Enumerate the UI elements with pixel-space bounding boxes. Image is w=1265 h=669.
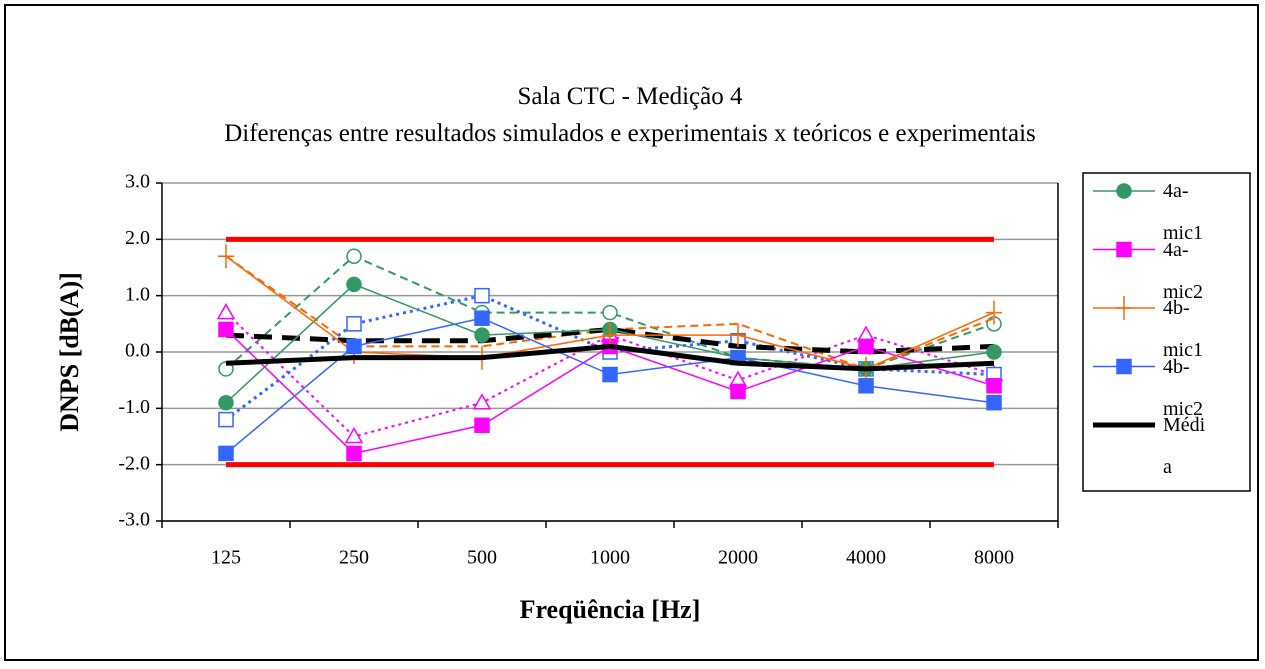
data-point [858,338,874,355]
data-point [602,366,618,383]
data-point [218,445,234,462]
series-line [225,343,995,372]
legend-label: 4b-mic1 [1163,297,1203,361]
data-point [346,338,362,355]
data-point [346,248,362,264]
data-point [346,316,362,332]
data-point [602,323,618,348]
legend-label: 4a-mic1 [1163,180,1203,244]
data-point [474,287,490,304]
data-point [218,321,234,338]
data-point [986,344,1002,360]
x-tick-label: 250 [339,547,369,569]
data-point [602,304,618,321]
x-tick-label: 8000 [974,547,1014,569]
y-tick-label: -3.0 [118,509,150,531]
legend-marker [1116,358,1132,375]
x-tick-label: 500 [467,547,497,569]
data-point [858,378,874,394]
data-point [474,327,490,343]
legend-label: 4a-mic2 [1163,238,1203,303]
data-point [986,378,1002,394]
legend-marker [1116,296,1132,320]
x-tick-label: 125 [211,547,241,569]
y-tick-label: 2.0 [125,227,150,249]
data-point [218,411,234,428]
data-point [472,393,492,410]
data-point [730,383,746,400]
data-point [986,394,1002,411]
legend-label: Média [1163,414,1206,478]
x-tick-label: 1000 [590,547,630,569]
data-point [474,310,490,326]
x-tick-label: 2000 [718,547,758,569]
legend-box [1082,172,1251,492]
legend-marker [1116,183,1132,199]
legend-marker [1116,241,1132,258]
data-point [346,445,362,462]
data-point [216,303,236,320]
y-tick-label: 3.0 [125,171,150,193]
x-axis-label: Freqüência [Hz] [520,595,701,624]
x-tick-label: 4000 [846,547,886,569]
y-tick-label: 0.0 [125,340,150,362]
y-axis-label: DNPS [dB(A)] [55,272,84,432]
data-point [474,417,490,433]
data-point [730,323,746,348]
chart-subtitle: Diferenças entre resultados simulados e … [224,120,1036,147]
data-point [986,300,1002,325]
data-point [218,394,234,411]
chart-border [4,4,1259,661]
data-point [346,276,362,293]
data-point [218,244,234,269]
legend-label: 4b-mic2 [1163,355,1203,420]
chart-title: Sala CTC - Medição 4 [517,83,743,110]
y-tick-label: -2.0 [118,452,150,474]
data-point [344,426,364,444]
y-tick-label: -1.0 [118,396,150,418]
y-tick-label: 1.0 [125,283,150,305]
